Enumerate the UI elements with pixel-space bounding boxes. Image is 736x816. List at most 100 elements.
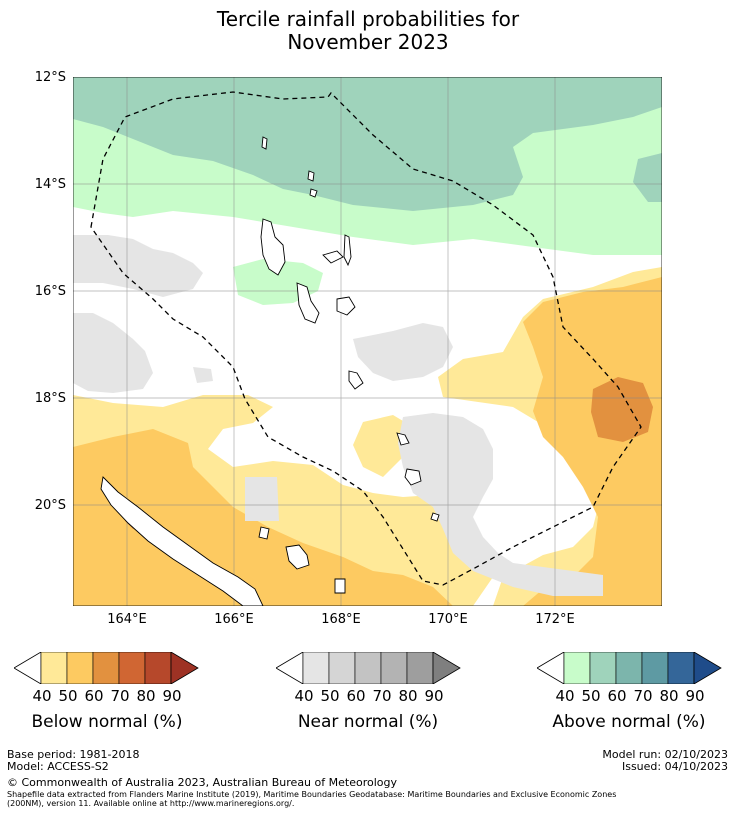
colorbar-swatch [354,651,382,685]
island-santo [260,218,286,276]
colorbar-swatch [66,651,94,685]
colorbar-swatch [615,651,643,685]
colorbar-swatch [144,651,172,685]
tick: 60 [607,687,627,705]
island-efate [336,296,356,316]
colorbar-swatch [380,651,408,685]
issued-date: Issued: 04/10/2023 [621,760,728,773]
tick: 70 [110,687,130,705]
tick: 60 [346,687,366,705]
tick: 80 [398,687,418,705]
island-pentecost [343,234,352,267]
island-matthew [430,512,440,522]
lat-label-12s: 12°S [34,70,66,85]
colorbar-swatch [92,651,120,685]
lon-label-164e: 164°E [107,612,147,627]
colorbar-below-label: Below normal (%) [31,712,183,732]
lat-label-20s: 20°S [34,498,66,513]
coastlines [100,136,440,607]
tick: 50 [58,687,78,705]
colorbar-swatch [302,651,330,685]
colorbar-below-normal [13,651,200,688]
tick: 90 [424,687,444,705]
lon-label-168e: 168°E [321,612,361,627]
island-banks-2 [307,170,315,182]
tick: 40 [555,687,575,705]
colorbar-above-label: Above normal (%) [552,712,706,732]
below-normal-50-sw [73,429,453,606]
colorbar-near-svg [275,651,461,685]
colorbar-swatch [667,651,695,685]
colorbar-swatch [406,651,434,685]
near-normal-40-west [73,235,203,297]
tick: 80 [659,687,679,705]
shapefile-credit-line-1: Shapefile data extracted from Flanders M… [7,790,617,799]
near-normal-40-south [398,413,603,596]
below-normal-50-east [523,277,662,606]
colorbar-swatch [40,651,68,685]
title-line-1: Tercile rainfall probabilities for [216,7,520,31]
colorbar-below-svg [13,651,199,685]
above-normal-50-east [633,153,662,202]
colorbar-swatch [328,651,356,685]
colorbar-above-max-arrow [693,651,722,685]
island-malakula [296,282,320,324]
copyright: © Commonwealth of Australia 2023, Austra… [7,776,397,789]
colorbar-near-min-arrow [275,651,304,685]
chart-title: Tercile rainfall probabilities for Novem… [0,8,736,54]
graticule [73,77,662,606]
lon-label-170e: 170°E [428,612,468,627]
island-tanna [396,432,410,446]
tick: 90 [685,687,705,705]
island-isle-of-pines [334,578,346,594]
shapefile-credit-line-2: (200NM), version 11. Available online at… [7,799,295,808]
tick: 80 [136,687,156,705]
tick: 50 [320,687,340,705]
tick: 40 [32,687,52,705]
lat-label-14s: 14°S [34,177,66,192]
colorbar-swatch [589,651,617,685]
colorbar-near-normal [275,651,462,688]
near-normal-40-central [353,323,453,381]
tick: 70 [633,687,653,705]
colorbar-swatch [118,651,146,685]
colorbar-near-max-arrow [432,651,461,685]
colorbar-near-label: Near normal (%) [297,712,439,732]
near-normal-40-sw-box [245,477,279,521]
shapefile-credit: Shapefile data extracted from Flanders M… [7,790,727,808]
below-normal-40-central [353,415,413,477]
footer-left: Base period: 1981-2018 Model: ACCESS-S2 [7,749,139,773]
below-normal-60-east [591,377,653,442]
model-run: Model run: 02/10/2023 [602,748,728,761]
island-torres [261,136,268,150]
colorbar-above-min-arrow [536,651,565,685]
map-panel [72,76,663,607]
lat-label-18s: 18°S [34,391,66,406]
near-normal-40-patch-a [193,367,213,383]
lat-label-16s: 16°S [34,284,66,299]
near-normal-40-west2 [73,313,153,393]
map-svg [72,76,663,607]
tick: 90 [162,687,182,705]
island-aneityum [404,468,422,486]
island-loyalty-2 [258,526,270,540]
model-name: Model: ACCESS-S2 [7,760,109,773]
tick: 70 [372,687,392,705]
colorbar-above-normal [536,651,723,688]
colorbar-swatch [563,651,591,685]
colorbar-below-min-arrow [13,651,42,685]
tick: 40 [294,687,314,705]
footer-right: Model run: 02/10/2023 Issued: 04/10/2023 [602,749,728,773]
colorbar-below-max-arrow [170,651,199,685]
base-period: Base period: 1981-2018 [7,748,140,761]
colorbar-swatch [641,651,669,685]
lon-label-166e: 166°E [214,612,254,627]
tick: 50 [581,687,601,705]
above-normal-50-region [73,77,662,211]
eez-boundary [90,91,642,586]
island-banks-1 [309,188,318,198]
island-erromango [348,370,364,390]
tick: 60 [84,687,104,705]
lon-label-172e: 172°E [535,612,575,627]
title-line-2: November 2023 [287,30,449,54]
